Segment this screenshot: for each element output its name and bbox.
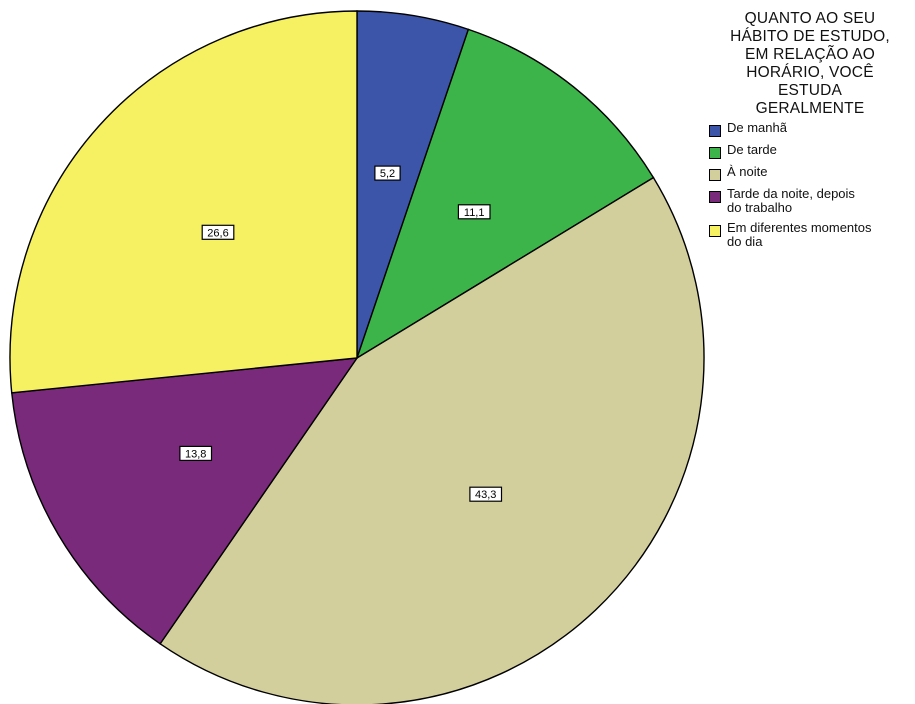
legend-label-line: De manhã xyxy=(727,120,787,135)
legend-label: À noite xyxy=(727,165,912,179)
legend-label-line: Em diferentes momentos xyxy=(727,220,872,235)
legend: QUANTO AO SEU HÁBITO DE ESTUDO, EM RELAÇ… xyxy=(705,10,915,255)
legend-label-line: Tarde da noite, depois xyxy=(727,186,855,201)
pie-data-label-text: 5,2 xyxy=(380,168,395,180)
legend-label-line: À noite xyxy=(727,164,768,179)
legend-label: Em diferentes momentos do dia xyxy=(727,221,912,249)
pie-data-label-box xyxy=(179,445,213,461)
pie-slices xyxy=(9,10,705,704)
pie-chart: 5,2 11,1 43,3 13,8 26,6 xyxy=(9,10,705,704)
pie-data-label-box xyxy=(457,204,491,220)
legend-title: QUANTO AO SEU HÁBITO DE ESTUDO, EM RELAÇ… xyxy=(705,10,915,118)
legend-title-line: QUANTO AO SEU xyxy=(744,10,876,27)
pie-data-label-text: 43,3 xyxy=(475,489,496,501)
pie-data-label-box xyxy=(469,486,503,502)
pie-data-label: 11,1 xyxy=(457,204,491,220)
legend-label: Tarde da noite, depois do trabalho xyxy=(727,187,912,215)
legend-swatch xyxy=(709,169,721,181)
legend-label-line: De tarde xyxy=(727,142,777,157)
pie-slice xyxy=(159,176,705,704)
legend-title-line: ESTUDA xyxy=(777,82,843,99)
pie-data-label: 43,3 xyxy=(469,486,503,502)
pie-slice xyxy=(355,28,655,360)
legend-label-line: do trabalho xyxy=(727,200,793,215)
legend-item-de-tarde: De tarde xyxy=(709,143,915,159)
legend-label: De manhã xyxy=(727,121,912,135)
legend-item-a-noite: À noite xyxy=(709,165,915,181)
pie-data-label-text: 11,1 xyxy=(464,207,485,219)
pie-data-label: 26,6 xyxy=(201,224,235,240)
legend-swatch xyxy=(709,225,721,237)
legend-swatch xyxy=(709,191,721,203)
legend-swatch xyxy=(709,147,721,159)
pie-data-label: 13,8 xyxy=(179,445,213,461)
legend-title-line: GERALMENTE xyxy=(755,100,865,117)
pie-data-label: 5,2 xyxy=(374,165,401,181)
legend-item-de-manha: De manhã xyxy=(709,121,915,137)
legend-label-line: do dia xyxy=(727,234,763,249)
pie-slice xyxy=(10,357,359,645)
legend-item-em-diferentes-momentos: Em diferentes momentos do dia xyxy=(709,221,915,249)
legend-label: De tarde xyxy=(727,143,912,157)
pie-data-label-text: 13,8 xyxy=(185,448,206,460)
legend-list: De manhã De tarde À noite Tarde da noite… xyxy=(705,121,915,249)
legend-title-line: HORÁRIO, VOCÊ xyxy=(746,64,874,81)
legend-item-tarde-da-noite: Tarde da noite, depois do trabalho xyxy=(709,187,915,215)
legend-title-line: HÁBITO DE ESTUDO, xyxy=(730,28,890,45)
legend-title-line: EM RELAÇÃO AO xyxy=(744,46,876,63)
pie-data-label-text: 26,6 xyxy=(207,227,228,239)
pie-data-labels: 5,2 11,1 43,3 13,8 26,6 xyxy=(179,165,503,502)
legend-swatch xyxy=(709,125,721,137)
pie-slice xyxy=(9,10,358,394)
pie-data-label-box xyxy=(374,165,401,181)
pie-data-label-box xyxy=(201,224,235,240)
